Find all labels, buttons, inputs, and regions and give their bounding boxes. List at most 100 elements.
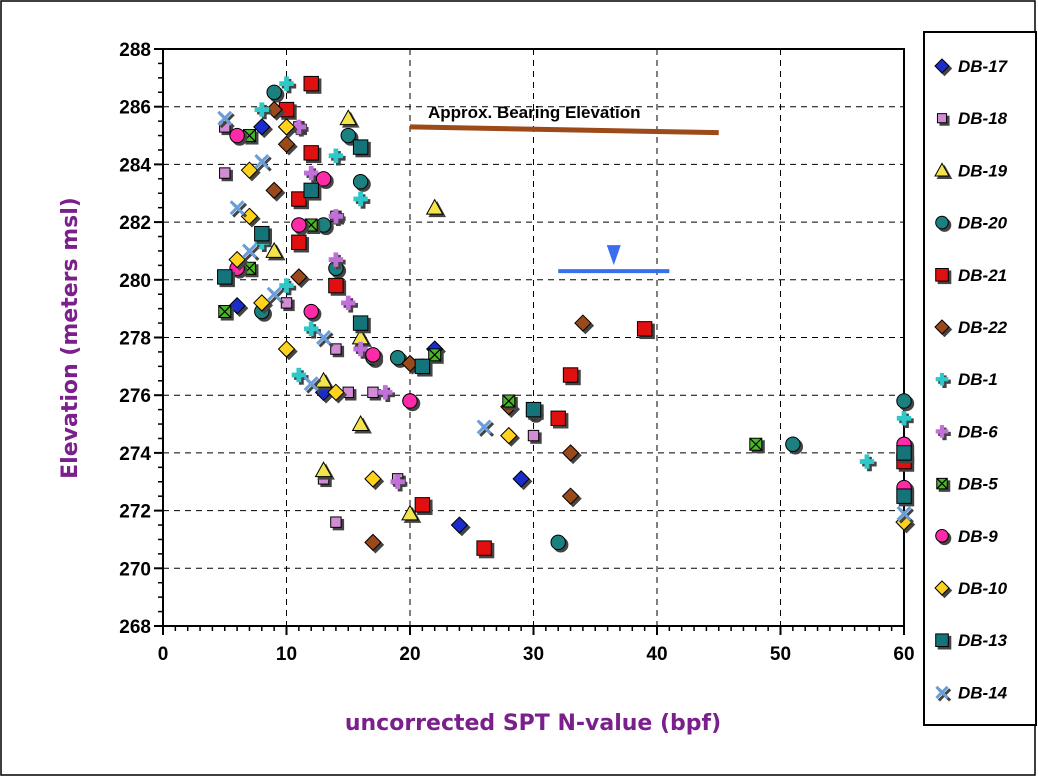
point-db-19 xyxy=(314,461,335,480)
point-db-6 xyxy=(341,295,358,313)
legend-marker-db-21 xyxy=(935,268,952,285)
point-db-13 xyxy=(303,182,322,201)
point-db-10 xyxy=(500,426,521,447)
y-tick-label: 270 xyxy=(119,559,151,580)
point-db-14 xyxy=(254,154,272,172)
point-db-9 xyxy=(291,217,310,236)
point-db-1 xyxy=(328,148,346,166)
grid-lines xyxy=(163,49,904,626)
point-db-18 xyxy=(219,167,233,182)
legend-marker-db-10 xyxy=(934,580,953,599)
point-db-13 xyxy=(254,225,273,244)
point-db-9 xyxy=(303,303,322,322)
point-db-19 xyxy=(265,241,286,261)
point-db-10 xyxy=(364,470,385,491)
point-db-18 xyxy=(527,429,542,444)
point-db-14 xyxy=(303,376,322,394)
legend-label-db-1: DB-1 xyxy=(958,370,998,389)
point-db-5 xyxy=(749,437,765,454)
point-db-21 xyxy=(303,75,322,94)
y-tick-label: 284 xyxy=(119,155,151,176)
y-tick-label: 278 xyxy=(119,329,151,350)
legend-label-db-9: DB-9 xyxy=(958,527,998,546)
point-db-1 xyxy=(304,321,321,339)
point-db-6 xyxy=(291,119,309,137)
y-tick-label: 268 xyxy=(119,617,151,638)
point-db-14 xyxy=(476,419,495,437)
point-db-17 xyxy=(450,516,471,537)
point-db-18 xyxy=(330,343,345,358)
legend-marker-db-19 xyxy=(934,162,953,179)
x-tick-label: 60 xyxy=(893,644,914,665)
point-db-19 xyxy=(351,415,372,434)
bearing-elevation-label: Approx. Bearing Elevation xyxy=(428,103,641,122)
point-db-6 xyxy=(390,474,408,492)
legend-marker-db-22 xyxy=(934,319,953,338)
point-db-17 xyxy=(253,118,274,139)
point-db-1 xyxy=(859,454,877,472)
point-db-1 xyxy=(291,367,309,385)
point-db-20 xyxy=(352,174,371,192)
point-db-13 xyxy=(352,315,371,334)
point-db-9 xyxy=(229,127,248,146)
legend-marker-db-6 xyxy=(935,425,951,441)
data-points xyxy=(217,75,916,559)
y-tick-label: 282 xyxy=(119,213,151,234)
legend-marker-db-17 xyxy=(934,58,953,77)
bearing-elevation-line xyxy=(409,124,719,136)
axis-ticks: 0 10 20 30 40 50 60 268 270 272 274 276 278 280 282 284… xyxy=(119,40,914,665)
y-axis-title: Elevation (meters msl) xyxy=(58,197,83,479)
point-db-21 xyxy=(291,234,310,253)
legend-marker-db-9 xyxy=(935,529,952,546)
point-db-5 xyxy=(428,348,444,364)
point-db-21 xyxy=(562,367,581,386)
point-db-20 xyxy=(266,84,285,103)
legend-marker-db-18 xyxy=(936,113,950,126)
point-db-19 xyxy=(425,198,447,218)
legend-marker-db-13 xyxy=(935,633,952,650)
point-db-22 xyxy=(574,314,595,335)
point-db-5 xyxy=(218,305,234,321)
point-db-14 xyxy=(217,110,235,129)
point-db-17 xyxy=(512,470,533,491)
legend-marker-db-1 xyxy=(935,372,951,388)
point-db-6 xyxy=(328,252,346,270)
x-tick-label: 10 xyxy=(276,644,297,665)
point-db-18 xyxy=(330,516,345,531)
legend-marker-db-20 xyxy=(935,215,952,232)
point-db-20 xyxy=(896,393,915,412)
point-db-9 xyxy=(315,171,334,190)
point-db-14 xyxy=(896,506,914,524)
point-db-21 xyxy=(476,540,495,559)
legend-label-db-22: DB-22 xyxy=(958,318,1008,337)
point-db-19 xyxy=(339,109,360,128)
point-db-20 xyxy=(550,534,569,553)
point-db-14 xyxy=(316,330,334,348)
point-db-22 xyxy=(561,444,582,465)
legend: DB-17 DB-18 DB-19 DB-20 DB-21 DB-22 DB-1 DB-6 DB… xyxy=(923,31,1037,726)
point-db-21 xyxy=(636,321,655,340)
point-db-10 xyxy=(240,161,261,182)
point-db-13 xyxy=(525,401,544,420)
point-db-9 xyxy=(402,393,421,412)
annotations: Approx. Bearing Elevation xyxy=(409,103,719,274)
point-db-14 xyxy=(229,200,248,218)
point-db-1 xyxy=(279,278,297,296)
legend-label-db-20: DB-20 xyxy=(958,214,1008,233)
point-db-6 xyxy=(378,385,395,403)
point-db-10 xyxy=(277,340,298,361)
point-db-20 xyxy=(340,127,359,146)
point-db-21 xyxy=(414,497,433,516)
y-tick-label: 272 xyxy=(119,502,151,523)
x-tick-label: 40 xyxy=(646,644,667,665)
point-db-13 xyxy=(896,445,915,464)
point-db-21 xyxy=(550,410,569,429)
legend-label-db-21: DB-21 xyxy=(958,266,1007,285)
y-tick-label: 286 xyxy=(119,98,151,119)
point-db-21 xyxy=(303,145,322,164)
legend-label-db-6: DB-6 xyxy=(958,422,998,441)
point-db-22 xyxy=(277,135,298,156)
point-db-6 xyxy=(353,341,371,359)
x-tick-label: 30 xyxy=(523,644,544,665)
